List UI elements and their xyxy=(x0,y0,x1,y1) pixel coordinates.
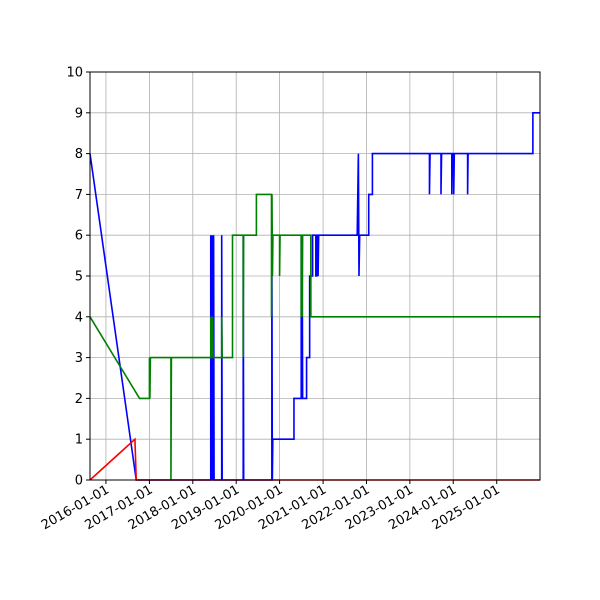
y-tick-label: 5 xyxy=(75,270,83,285)
y-tick-label: 2 xyxy=(75,392,83,407)
y-tick-label: 0 xyxy=(75,474,83,489)
y-tick-label: 9 xyxy=(75,106,83,121)
y-tick-label: 6 xyxy=(75,229,83,244)
y-tick-label: 8 xyxy=(75,147,83,162)
series-line-2 xyxy=(89,193,540,481)
y-tick-label: 3 xyxy=(75,351,83,366)
y-tick-label: 7 xyxy=(75,188,83,203)
y-tick-label: 1 xyxy=(75,433,83,448)
y-tick-label: 10 xyxy=(66,66,83,81)
y-axis: 0 1 2 3 4 5 6 7 8 9 10 xyxy=(66,66,90,489)
x-axis: 2016-01-012017-01-012018-01-012019-01-01… xyxy=(39,480,503,533)
y-tick-label: 4 xyxy=(75,310,83,325)
